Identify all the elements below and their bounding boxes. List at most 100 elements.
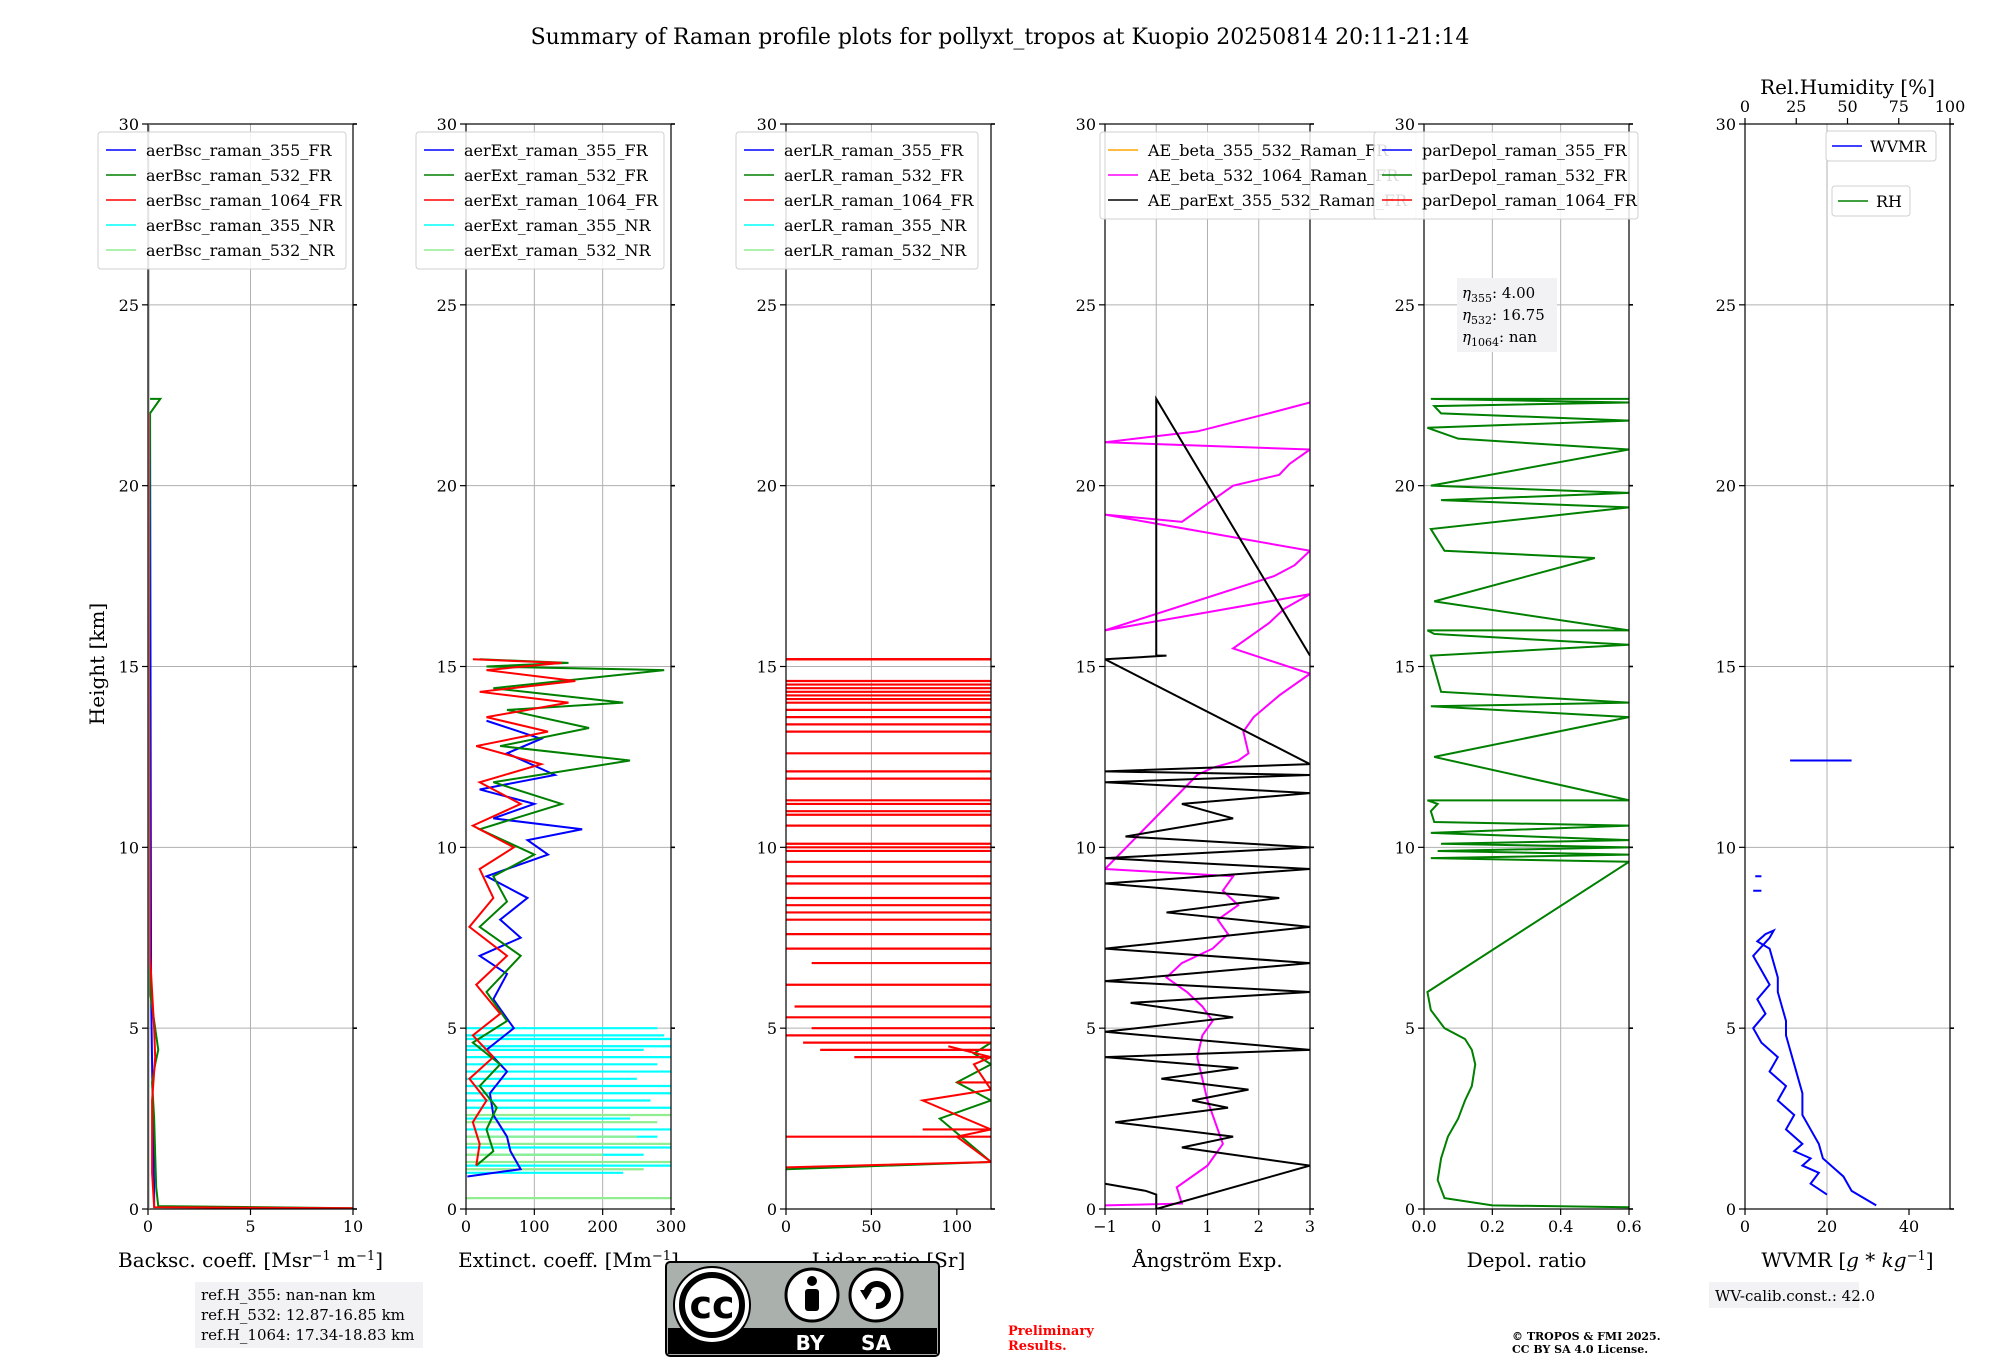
xtick-label-wv-1: 20: [1817, 1217, 1837, 1236]
ytick-label-ae-0: 0: [1086, 1200, 1096, 1219]
xtick-label-depol-0: 0.0: [1411, 1217, 1436, 1236]
legend-lr: aerLR_raman_355_FR aerLR_raman_532_FR aerL…: [735, 131, 979, 270]
ytick-label-ext-2: 10: [437, 838, 457, 857]
ytick-label-bsc-3: 15: [119, 658, 139, 677]
ytick-label-wv-4: 20: [1716, 477, 1736, 496]
series-ext-3: [471, 658, 665, 1167]
xlabel-bsc: Backsc. coeff. [Msr−1 m−1]: [118, 1248, 383, 1272]
xtick-label-bsc-0: 0: [143, 1217, 153, 1236]
legend-label-bsc-3: aerBsc_raman_355_NR: [146, 216, 335, 235]
ytick-label-bsc-0: 0: [129, 1200, 139, 1219]
ytick-label-lr-1: 5: [767, 1019, 777, 1038]
eta-box: [1457, 278, 1557, 352]
eta-value-1: 16.75: [1502, 306, 1545, 324]
series-group-ext: [466, 658, 671, 1200]
xlabel-part-depol-0: Depol. ratio: [1467, 1248, 1587, 1272]
xtick-label-depol-1: 0.2: [1480, 1217, 1505, 1236]
xtick-label-ae-4: 3: [1305, 1217, 1315, 1236]
top-tick-label-1: 25: [1786, 97, 1806, 116]
legend-ae: AE_beta_355_532_Raman_FR AE_beta_532_1064…: [1099, 131, 1417, 220]
eta-line-2: η1064: nan: [1462, 328, 1537, 349]
legend-label-lr-4: aerLR_raman_532_NR: [784, 241, 967, 260]
person-icon: [807, 1276, 817, 1286]
legend-label-bsc-4: aerBsc_raman_532_NR: [146, 241, 335, 260]
ref-height-box: ref.H_355: nan-nan km ref.H_532: 12.87-1…: [195, 1282, 423, 1348]
xlabel-depol: Depol. ratio: [1467, 1248, 1587, 1272]
xtick-label-bsc-1: 5: [245, 1217, 255, 1236]
xtick-label-lr-1: 50: [861, 1217, 881, 1236]
eta-value-2: nan: [1509, 328, 1538, 346]
ytick-label-ext-3: 15: [437, 658, 457, 677]
legend-label-ae-0: AE_beta_355_532_Raman_FR: [1147, 141, 1389, 160]
cc-icon: cc: [689, 1283, 734, 1327]
ytick-label-ae-6: 30: [1076, 115, 1096, 134]
series-lr-2: [786, 1045, 991, 1169]
xlabel-ext: Extinct. coeff. [Mm−1]: [458, 1248, 679, 1272]
legend-depol: parDepol_raman_355_FR parDepol_raman_532_…: [1373, 131, 1639, 220]
xlabel-part-ext-1: −1: [652, 1249, 671, 1264]
xlabel-part-ext-2: ]: [671, 1248, 679, 1272]
ytick-label-depol-4: 20: [1395, 477, 1415, 496]
xtick-label-lr-0: 0: [781, 1217, 791, 1236]
panel-wv: 0 20 40 0 5 10 15 20 25 30 WVMR [g * kg−1] WVMR RH 0 2…: [1709, 75, 1965, 1308]
xlabel-part-bsc-0: Backsc. coeff. [Msr: [118, 1248, 312, 1272]
legend-label-lr-3: aerLR_raman_355_NR: [784, 216, 967, 235]
ytick-label-wv-3: 15: [1716, 658, 1736, 677]
legend-label-ext-4: aerExt_raman_532_NR: [464, 241, 652, 260]
legend-label-bsc-2: aerBsc_raman_1064_FR: [146, 191, 343, 210]
eta-symbol-0: η: [1462, 284, 1471, 302]
legend-box-bsc: [97, 131, 347, 270]
series-group-ae: [1105, 395, 1310, 1209]
legend-label-rh: RH: [1876, 192, 1902, 211]
series-ext-2: [467, 719, 583, 1178]
legend-label-bsc-0: aerBsc_raman_355_FR: [146, 141, 332, 160]
cc-by-sa-logo: cc BY SA: [665, 1261, 940, 1357]
legend-box-ext: [415, 131, 665, 270]
share-alike-icon: [863, 1281, 891, 1310]
series-group-lr: [786, 658, 991, 1171]
ref-height-532: ref.H_532: 12.87-16.85 km: [201, 1306, 405, 1324]
xlabel-part-bsc-4: ]: [375, 1248, 383, 1272]
xtick-label-depol-3: 0.6: [1616, 1217, 1641, 1236]
xlabel-part-ae-0: Ångström Exp.: [1131, 1247, 1282, 1272]
preliminary-line1: Preliminary: [1008, 1324, 1094, 1339]
ytick-label-depol-6: 30: [1395, 115, 1415, 134]
top-axis-label: Rel.Humidity [%]: [1760, 75, 1935, 99]
xtick-label-wv-0: 0: [1740, 1217, 1750, 1236]
legend-label-bsc-1: aerBsc_raman_532_FR: [146, 166, 332, 185]
wv-calib-box: [1709, 1282, 1859, 1308]
series-group-bsc: [148, 397, 353, 1209]
ytick-label-ae-2: 10: [1076, 838, 1096, 857]
ref-height-355: ref.H_355: nan-nan km: [201, 1286, 376, 1304]
series-lr-0: [786, 1041, 991, 1171]
ytick-label-lr-5: 25: [757, 296, 777, 315]
series-bsc-1: [148, 397, 353, 1209]
ytick-label-ext-0: 0: [447, 1200, 457, 1219]
eta-sep-1: :: [1492, 306, 1502, 324]
ytick-label-bsc-6: 30: [119, 115, 139, 134]
ytick-label-ae-3: 15: [1076, 658, 1096, 677]
xtick-label-ae-1: 0: [1151, 1217, 1161, 1236]
ytick-label-depol-1: 5: [1405, 1019, 1415, 1038]
eta-value-0: 4.00: [1502, 284, 1535, 302]
preliminary-line2: Results.: [1008, 1339, 1067, 1354]
y-axis-label: Height [km]: [85, 603, 109, 725]
cc-sa-label: SA: [861, 1331, 891, 1355]
legend-label-depol-2: parDepol_raman_1064_FR: [1422, 191, 1638, 210]
ytick-label-wv-1: 5: [1726, 1019, 1736, 1038]
ytick-label-ext-1: 5: [447, 1019, 457, 1038]
wv-calib-text: WV-calib.const.: 42.0: [1715, 1287, 1875, 1305]
panel-ext: 0 100 200 300 0 5 10 15 20 25 30 Extinct. coeff. [M…: [415, 115, 686, 1272]
copyright-line2: CC BY SA 4.0 License.: [1512, 1343, 1648, 1356]
ytick-label-lr-3: 15: [757, 658, 777, 677]
ytick-label-bsc-4: 20: [119, 477, 139, 496]
top-tick-label-2: 50: [1837, 97, 1857, 116]
ytick-label-wv-0: 0: [1726, 1200, 1736, 1219]
ytick-label-depol-3: 15: [1395, 658, 1415, 677]
legend-label-ae-1: AE_beta_532_1064_Raman_FR: [1147, 166, 1399, 185]
